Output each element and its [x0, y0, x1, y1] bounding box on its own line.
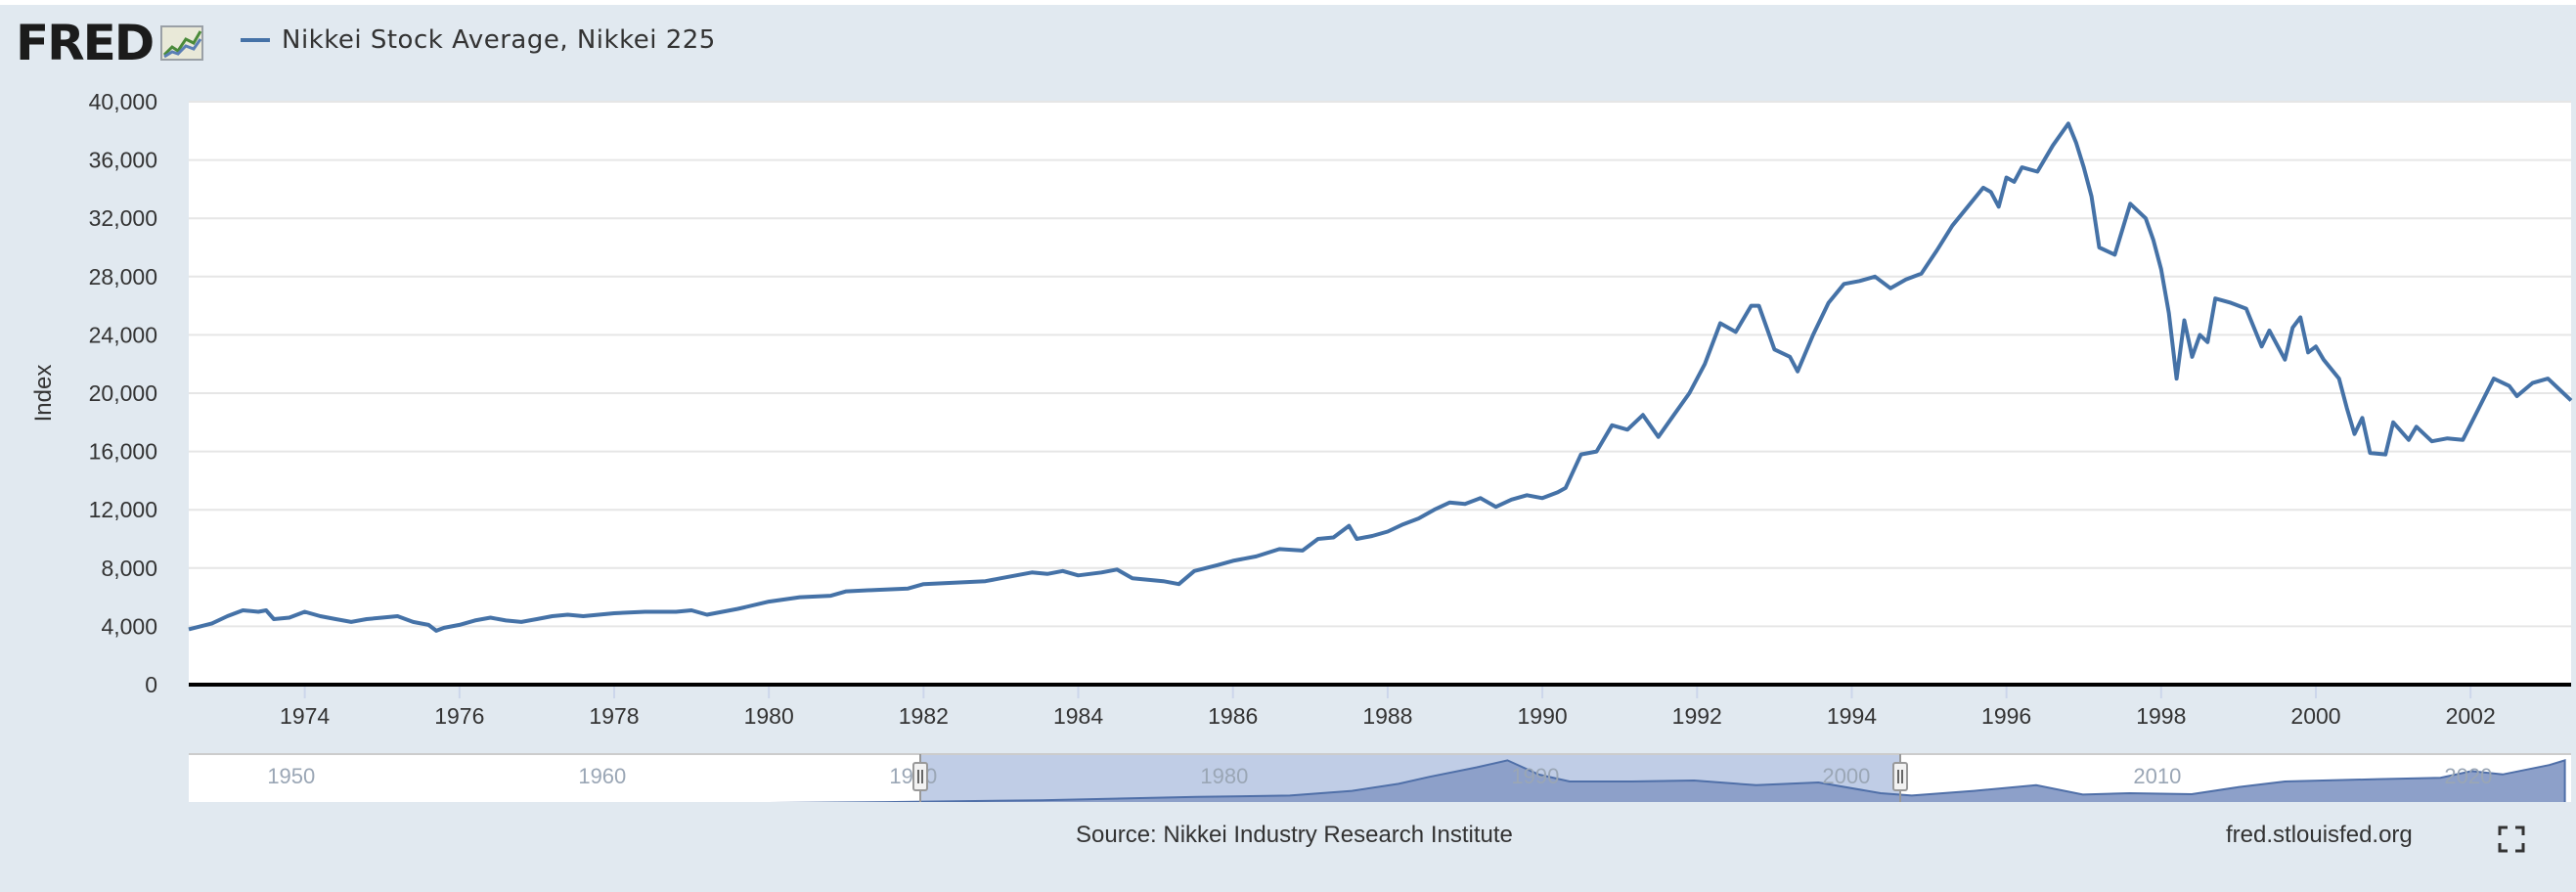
top-bar	[0, 0, 2576, 5]
x-tick-label: 1986	[1208, 703, 1258, 729]
x-tick-label: 1998	[2136, 703, 2186, 729]
x-tick-label: 1974	[280, 703, 330, 729]
fred-logo-text: FRED	[16, 15, 155, 71]
y-tick-label: 0	[145, 672, 157, 697]
x-tick-label: 1978	[589, 703, 639, 729]
navigator-tick-label: 2010	[2133, 764, 2181, 788]
navigator-tick-label: 1950	[267, 764, 315, 788]
line-chart[interactable]: 0 4,000 8,000 12,000 16,000 20,000 24,000 28,00…	[0, 0, 2576, 802]
navigator-ticks: 19501960197019801990200020102020	[267, 764, 2492, 788]
legend-label: Nikkei Stock Average, Nikkei 225	[282, 25, 716, 55]
x-tick-label: 1990	[1518, 703, 1568, 729]
series-line[interactable]	[188, 121, 2573, 633]
y-tick-label: 16,000	[89, 439, 157, 465]
y-tick-label: 24,000	[89, 322, 157, 347]
site-link[interactable]: fred.stlouisfed.org	[2226, 822, 2413, 848]
y-tick-label: 28,000	[89, 264, 157, 290]
y-tick-label: 4,000	[101, 613, 157, 639]
y-tick-label: 8,000	[101, 556, 157, 581]
navigator-tick-label: 1990	[1511, 764, 1559, 788]
x-tick-label: 1988	[1362, 703, 1412, 729]
gridlines	[189, 101, 2571, 628]
y-tick-label: 20,000	[89, 380, 157, 406]
x-tick-label: 1976	[434, 703, 484, 729]
y-axis-label: Index	[30, 365, 57, 423]
x-tick-label: 2000	[2290, 703, 2340, 729]
y-tick-label: 36,000	[89, 148, 157, 173]
navigator-tick-label: 2000	[1822, 764, 1870, 788]
chart-legend[interactable]: Nikkei Stock Average, Nikkei 225	[241, 25, 716, 55]
x-tick-label: 1992	[1672, 703, 1722, 729]
navigator-tick-label: 2020	[2444, 764, 2492, 788]
x-tick-label: 1984	[1053, 703, 1103, 729]
navigator-series-area	[769, 759, 2566, 802]
navigator-tick-label: 1980	[1200, 764, 1248, 788]
x-tick-label: 1982	[899, 703, 949, 729]
source-text: Source: Nikkei Industry Research Institu…	[1076, 822, 1513, 848]
y-tick-label: 40,000	[89, 89, 157, 114]
y-tick-label: 32,000	[89, 205, 157, 231]
x-tick-label: 1994	[1827, 703, 1877, 729]
navigator[interactable]: 19501960197019801990200020102020	[189, 753, 2571, 802]
y-tick-label: 12,000	[89, 497, 157, 522]
x-tick-label: 2002	[2446, 703, 2496, 729]
navigator-tick-label: 1960	[578, 764, 626, 788]
y-axis-ticks: 0 4,000 8,000 12,000 16,000 20,000 24,000 28,00…	[89, 89, 157, 697]
legend-swatch	[241, 38, 270, 42]
navigator-left-handle[interactable]	[912, 754, 928, 802]
chart-line-icon	[160, 25, 204, 61]
fred-logo[interactable]: FRED	[16, 14, 204, 72]
fullscreen-icon[interactable]	[2498, 825, 2525, 853]
navigator-right-handle[interactable]	[1892, 754, 1908, 802]
x-tick-label: 1980	[744, 703, 794, 729]
x-axis-ticks: 1974 1976 1978 1980 1982 1984 1986 1988 1990 1992…	[280, 685, 2496, 729]
x-tick-label: 1996	[1981, 703, 2031, 729]
